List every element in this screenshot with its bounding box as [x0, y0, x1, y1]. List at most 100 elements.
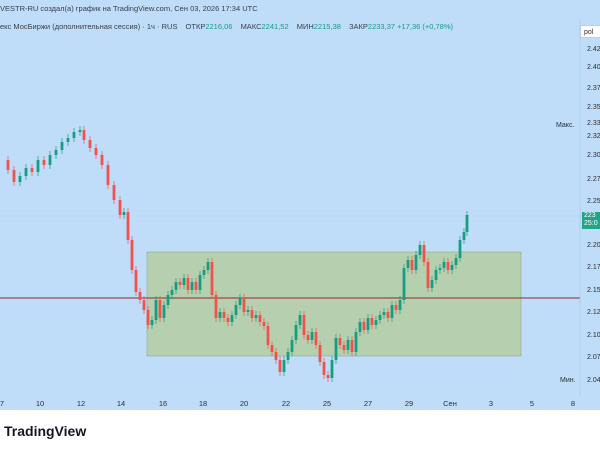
candle-down [226, 318, 230, 322]
candle-down [186, 278, 190, 290]
candle-up [334, 338, 338, 360]
candle-down [106, 165, 110, 185]
min-price-flag: Мин. [560, 377, 576, 384]
candle-down [422, 245, 426, 262]
candle-down [118, 200, 122, 215]
candle-up [294, 325, 298, 340]
last-price-tag: 223 25:0 [582, 212, 600, 229]
last-price-value: 223 [584, 212, 596, 219]
chart-credit: VESTR-RU создал(а) график на TradingView… [0, 4, 258, 13]
candle-up [358, 322, 362, 332]
candle-up [166, 295, 170, 305]
price-tick: 2.40 [587, 64, 600, 71]
candle-down [42, 160, 46, 165]
candle-up [162, 305, 166, 318]
price-tick: 2.17 [587, 264, 600, 271]
candle-down [6, 160, 10, 170]
candle-down [194, 282, 198, 290]
candle-down [178, 282, 182, 285]
candle-up [298, 315, 302, 325]
candle-down [278, 360, 282, 372]
candle-down [82, 130, 86, 140]
symbol-legend: екс МосБиржи (дополнительная сессия) · 1… [0, 22, 453, 31]
candle-down [394, 305, 398, 310]
candle-up [310, 332, 314, 340]
candle-down [262, 322, 266, 326]
candle-up [330, 360, 334, 378]
price-axis-box[interactable]: pol [580, 25, 600, 38]
candle-up [218, 312, 222, 318]
candle-down [370, 318, 374, 325]
price-tick: 2.15 [587, 287, 600, 294]
candle-down [210, 262, 214, 295]
price-tick: 2.35 [587, 104, 600, 111]
price-tick: 2.37 [587, 85, 600, 92]
time-tick: 5 [529, 399, 535, 408]
candle-up [202, 270, 206, 275]
price-tick: 2.07 [587, 354, 600, 361]
candles-group [6, 126, 469, 382]
candle-up [286, 352, 290, 360]
symbol-name: екс МосБиржи (дополнительная сессия) · 1… [0, 22, 178, 31]
candle-down [94, 148, 98, 155]
time-tick: 10 [35, 399, 45, 408]
candle-up [374, 320, 378, 325]
candle-up [36, 160, 40, 172]
candle-down [100, 155, 104, 165]
candle-down [338, 338, 342, 345]
candle-up [254, 315, 258, 318]
candle-down [270, 345, 274, 352]
time-tick: 12 [76, 399, 86, 408]
candle-down [362, 322, 366, 330]
low-label: МИН [296, 22, 314, 31]
candle-up [390, 305, 394, 318]
candle-down [258, 315, 262, 322]
candle-up [154, 300, 158, 320]
candle-up [462, 232, 466, 240]
candle-down [126, 212, 130, 240]
time-tick: 20 [239, 399, 249, 408]
price-plot[interactable] [0, 0, 600, 410]
price-tick: 2.30 [587, 152, 600, 159]
candle-up [78, 130, 82, 132]
candle-up [354, 332, 358, 352]
close-value: 2233,37 [367, 22, 396, 31]
chart-area[interactable]: VESTR-RU создал(а) график на TradingView… [0, 0, 600, 410]
candle-down [158, 300, 162, 318]
candle-down [12, 170, 16, 182]
candle-up [182, 278, 186, 285]
candle-up [458, 240, 462, 258]
candle-up [382, 312, 386, 315]
candle-up [434, 270, 438, 280]
candle-up [206, 262, 210, 270]
candle-down [130, 240, 134, 270]
candle-up [430, 280, 434, 288]
candle-down [314, 332, 318, 345]
consolidation-zone [146, 251, 522, 357]
time-tick: 8 [570, 399, 576, 408]
change-value: +17,36 (+0,78%) [397, 22, 454, 31]
time-tick: 18 [198, 399, 208, 408]
candle-up [366, 318, 370, 330]
time-tick: 7 [0, 399, 5, 408]
candle-up [378, 315, 382, 320]
price-tick: 2.12 [587, 309, 600, 316]
candle-up [402, 268, 406, 300]
price-tick: 2.32 [587, 133, 600, 140]
candle-down [134, 270, 138, 292]
candle-down [30, 168, 34, 172]
candle-down [410, 260, 414, 270]
candle-up [122, 212, 126, 215]
candle-down [88, 140, 92, 148]
candle-up [282, 360, 286, 372]
candle-up [198, 275, 202, 290]
candle-down [386, 312, 390, 318]
candle-down [142, 300, 146, 310]
candle-down [306, 335, 310, 340]
candle-up [170, 290, 174, 295]
price-tick: 2.20 [587, 242, 600, 249]
tradingview-logo: TradingView [4, 423, 87, 439]
candle-up [438, 268, 442, 270]
candle-up [150, 320, 154, 325]
candle-up [18, 176, 22, 182]
